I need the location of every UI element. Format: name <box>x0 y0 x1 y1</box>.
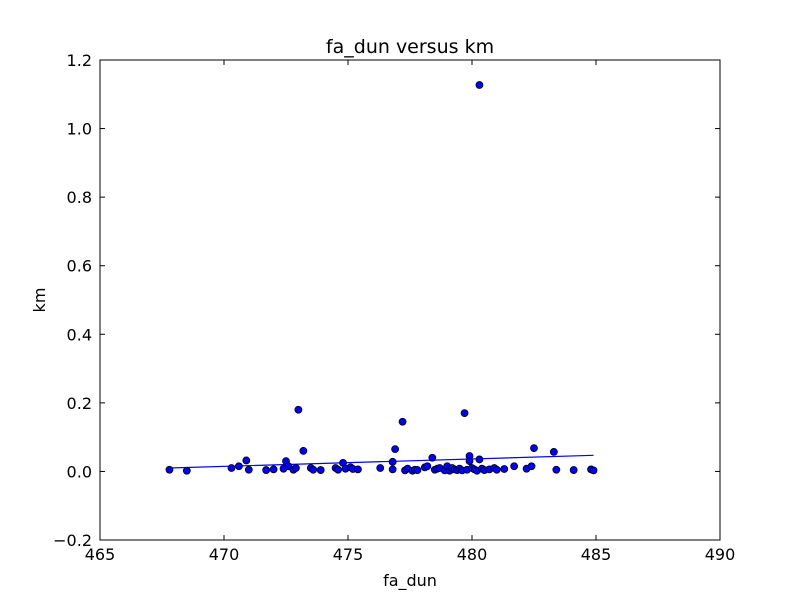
data-point <box>500 465 509 473</box>
data-point <box>428 453 437 462</box>
plot-area: 465 470 475 480 485 490 −0.2 0.0 0.2 0.4 0.6 0.8 1.0… <box>53 51 735 564</box>
x-tick-label: 465 <box>85 545 116 564</box>
data-point <box>388 465 397 474</box>
data-point <box>376 464 385 472</box>
data-point <box>475 81 484 89</box>
data-point <box>475 455 484 464</box>
chart-title: fa_dun versus km <box>326 36 494 58</box>
y-tick-label: 1.2 <box>67 51 92 70</box>
x-tick-label: 485 <box>581 545 612 564</box>
y-tick-label: 0.6 <box>67 257 92 276</box>
y-tick-label: 0.2 <box>67 394 92 413</box>
plot-frame <box>99 59 721 541</box>
x-tick-label: 490 <box>705 545 736 564</box>
data-point <box>552 465 561 474</box>
y-tick-label: −0.2 <box>53 531 92 550</box>
data-point <box>316 466 325 474</box>
data-point <box>182 466 191 475</box>
data-point <box>388 457 397 466</box>
data-point <box>299 446 308 455</box>
data-point <box>413 466 422 474</box>
data-point <box>334 465 342 474</box>
data-point <box>569 466 578 474</box>
data-point <box>589 466 598 475</box>
data-point <box>242 456 251 465</box>
data-point <box>269 465 278 474</box>
data-point <box>492 465 501 474</box>
data-point <box>527 462 536 471</box>
data-point <box>549 447 558 456</box>
y-tick-label: 0.8 <box>67 188 92 207</box>
data-point <box>227 464 236 472</box>
y-tick-label: 0.4 <box>67 325 92 344</box>
data-point <box>234 462 243 471</box>
y-tick-label: 0.0 <box>67 462 92 481</box>
data-point <box>391 445 400 454</box>
data-point <box>292 464 300 472</box>
data-point <box>294 405 303 414</box>
y-tick-label: 1.0 <box>67 120 92 139</box>
data-point <box>354 465 362 474</box>
data-point <box>165 465 174 474</box>
data-point <box>510 462 519 471</box>
data-point <box>398 417 407 426</box>
data-point <box>244 465 253 474</box>
data-point <box>262 466 271 474</box>
data-point <box>530 444 538 453</box>
y-axis-label: km <box>30 288 49 313</box>
data-point <box>460 409 469 418</box>
data-point <box>309 465 318 474</box>
x-tick-label: 470 <box>209 545 240 564</box>
data-point <box>465 457 474 466</box>
x-tick-label: 475 <box>333 545 364 564</box>
x-axis-label: fa_dun <box>383 571 437 591</box>
x-tick-label: 480 <box>457 545 488 564</box>
data-point <box>423 462 432 471</box>
